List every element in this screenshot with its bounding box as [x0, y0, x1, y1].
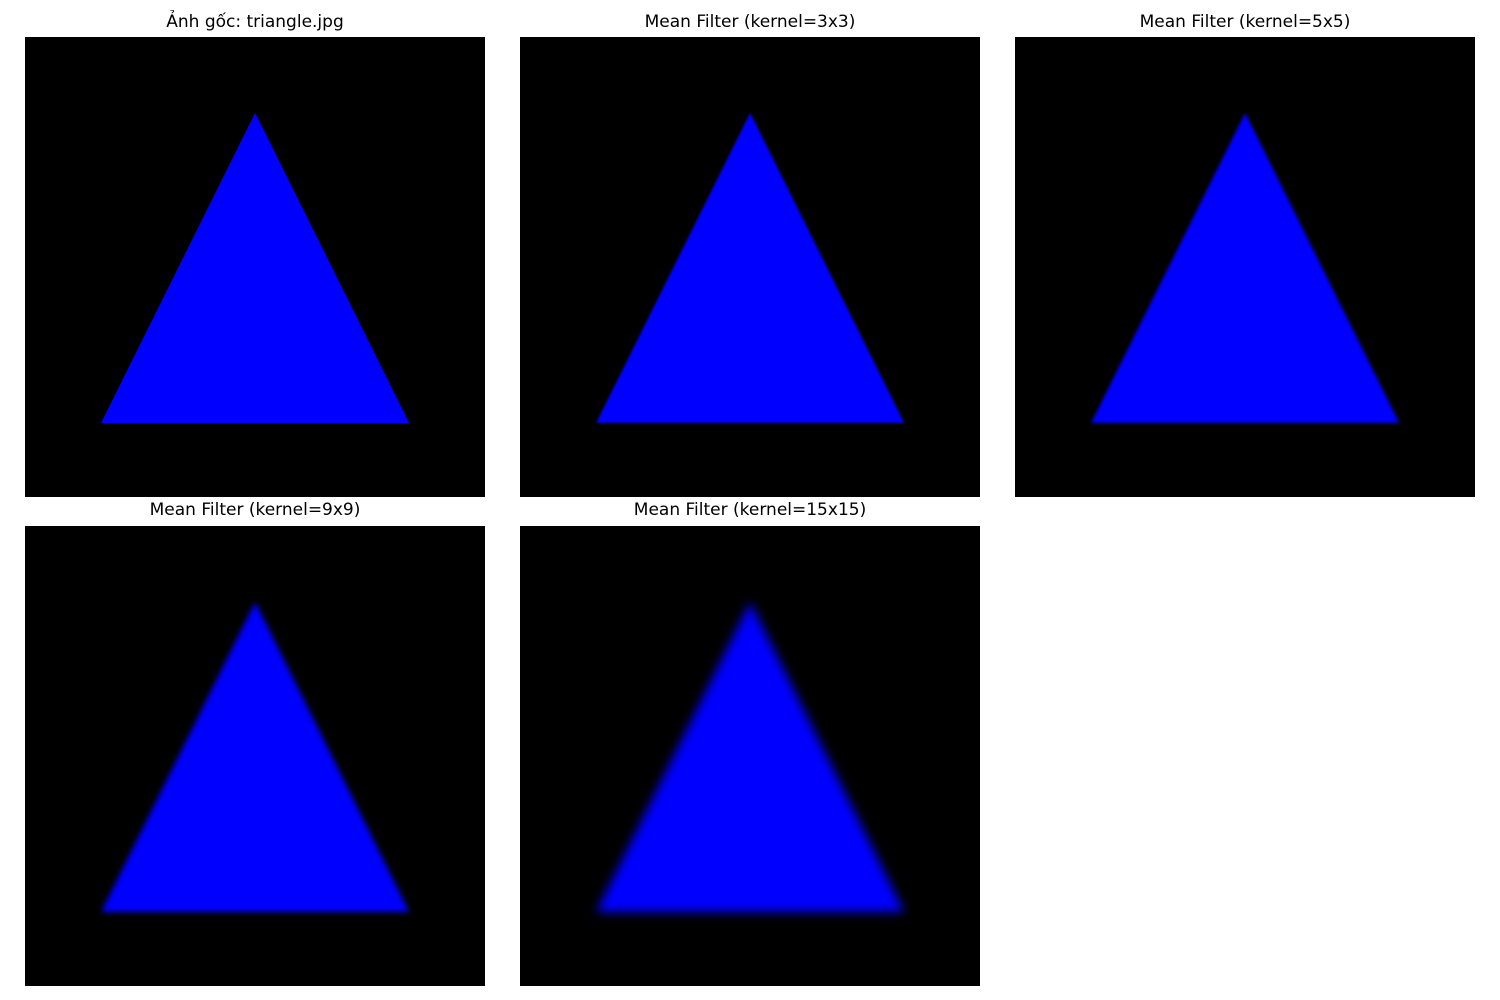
- triangle-image: [25, 37, 485, 497]
- panel-title: Mean Filter (kernel=5x5): [1139, 12, 1351, 32]
- triangle-image: [1015, 37, 1475, 497]
- triangle-image: [25, 526, 485, 986]
- blue-triangle: [101, 602, 409, 912]
- blue-triangle: [596, 602, 904, 912]
- panel-title: Ảnh gốc: triangle.jpg: [166, 12, 344, 32]
- panel-title: Mean Filter (kernel=9x9): [149, 500, 361, 520]
- panel-title: Mean Filter (kernel=3x3): [644, 12, 856, 32]
- triangle-image: [520, 526, 980, 986]
- triangle-image: [520, 37, 980, 497]
- blue-triangle: [596, 113, 904, 423]
- panel-title: Mean Filter (kernel=15x15): [633, 500, 867, 520]
- blue-triangle: [1091, 113, 1399, 423]
- blue-triangle: [101, 113, 409, 423]
